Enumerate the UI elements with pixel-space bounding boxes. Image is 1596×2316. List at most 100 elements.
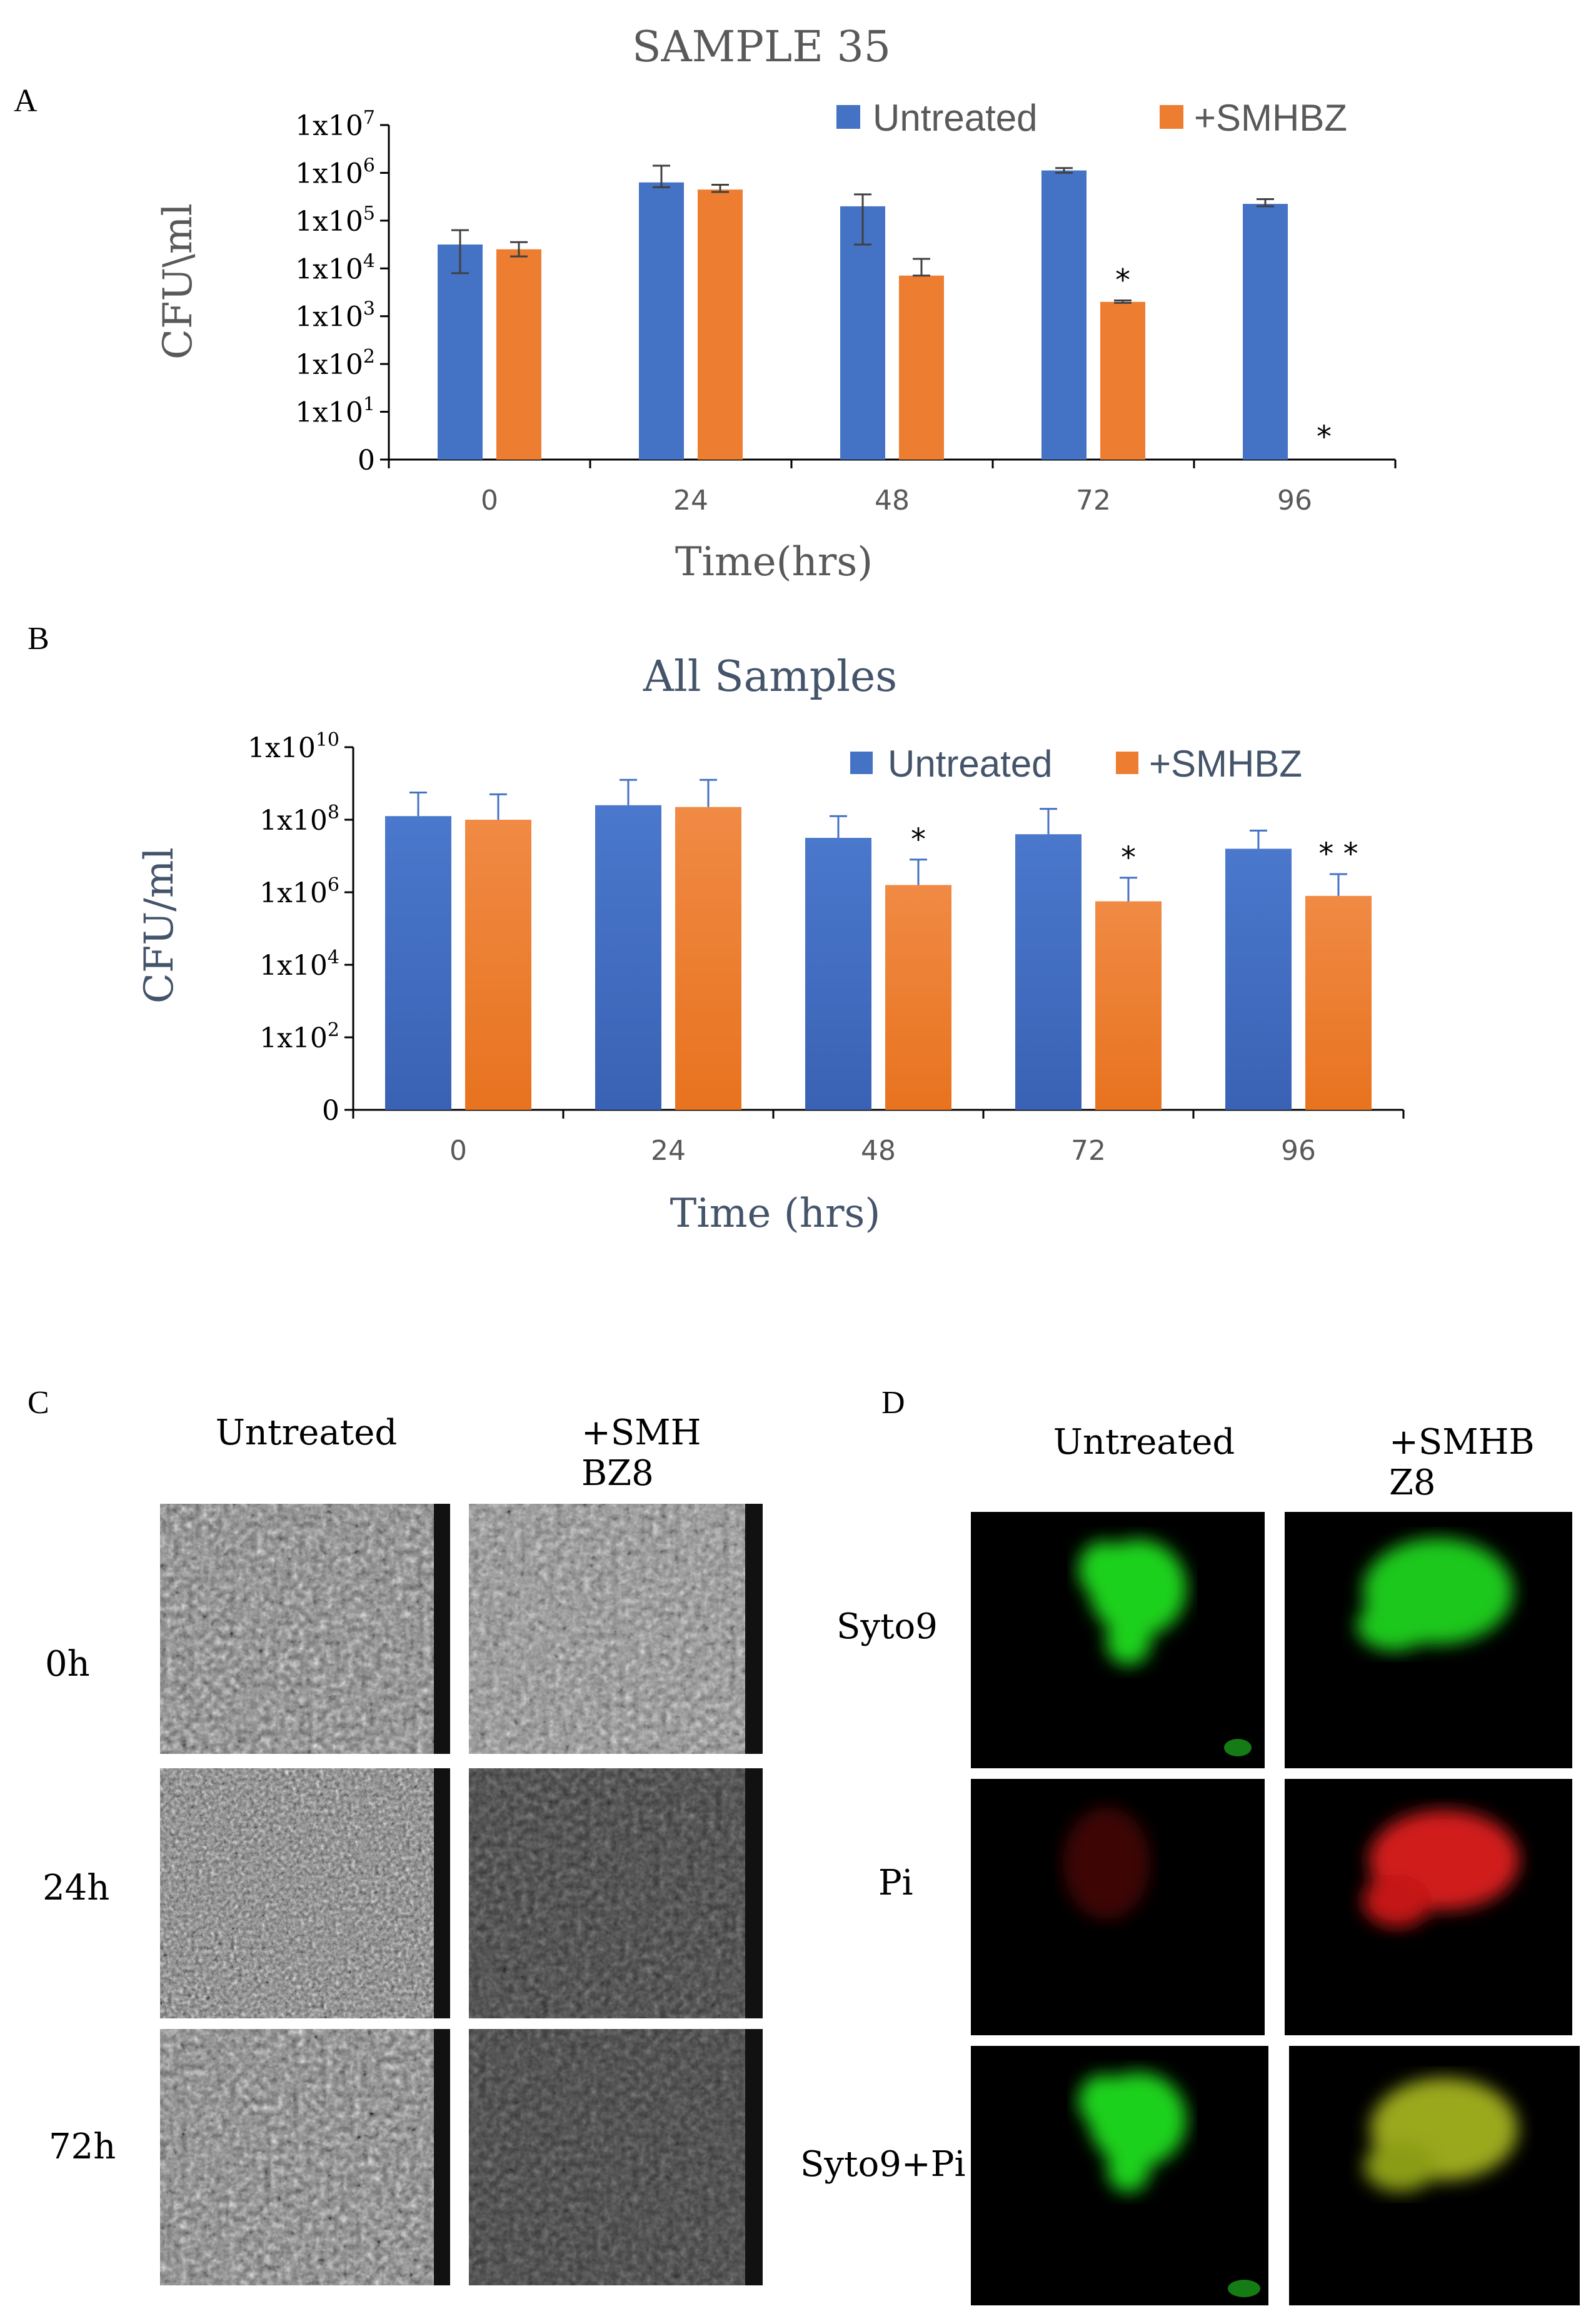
legend-label-smhbz: +SMHBZ <box>1194 97 1347 139</box>
legend-label-untreated: Untreated <box>873 97 1038 139</box>
fluor-image-untreated-merge <box>971 2046 1268 2305</box>
y-tick-label: 1x102 <box>259 1019 339 1054</box>
sem-image-untreated-24h <box>160 1768 450 2018</box>
bar-smhbz <box>1305 895 1372 1110</box>
y-tick-label: 1x107 <box>295 107 375 142</box>
bar-untreated <box>639 182 684 460</box>
sem-image-treated-24h <box>469 1768 763 2018</box>
significance-mark: * * <box>1318 837 1358 872</box>
x-tick-label: 24 <box>651 1135 686 1167</box>
chart-a: SAMPLE 35 Untreated +SMHBZ CFU\ml Time(h… <box>155 23 1397 585</box>
bar-untreated <box>1041 170 1087 460</box>
panel-c-row-0h: 0h <box>45 1644 90 1684</box>
significance-mark: * <box>1121 840 1136 875</box>
bar-untreated <box>595 805 661 1110</box>
y-tick-label: 1x104 <box>295 250 375 285</box>
y-tick-exponent: 2 <box>328 1019 339 1041</box>
y-tick-exponent: 5 <box>363 203 375 224</box>
sem-image-untreated-0h <box>160 1504 450 1754</box>
significance-mark: * <box>1317 420 1332 455</box>
bar-smhbz <box>698 189 743 460</box>
panel-c-col-smhbz-line1: +SMH <box>581 1412 701 1453</box>
y-tick-exponent: 2 <box>363 346 375 368</box>
panel-d-fluorescence-grid: Untreated +SMHB Z8 Syto9 Pi Syto9+Pi <box>800 1422 1580 2305</box>
chart-b-xlabel: Time (hrs) <box>670 1191 881 1237</box>
x-tick-label: 0 <box>481 485 498 516</box>
panel-c-row-24h: 24h <box>43 1868 109 1908</box>
panel-c-col-smhbz-line2: BZ8 <box>581 1453 654 1494</box>
legend-swatch-untreated-b <box>850 752 873 774</box>
significance-mark: * <box>911 822 926 857</box>
chart-a-xlabel: Time(hrs) <box>675 539 873 585</box>
x-tick-label: 24 <box>673 485 708 516</box>
significance-mark: * <box>1115 263 1130 298</box>
chart-b-title: All Samples <box>643 652 897 702</box>
x-tick-label: 72 <box>1071 1135 1106 1167</box>
bar-untreated <box>438 244 483 460</box>
fluor-image-untreated-pi <box>971 1779 1265 2035</box>
bar-untreated <box>840 206 885 460</box>
bar-smhbz <box>675 807 741 1110</box>
chart-b: All Samples Untreated +SMHBZ CFU/ml Time… <box>136 652 1405 1237</box>
sem-image-treated-72h <box>469 2029 763 2285</box>
fluor-image-treated-syto9 <box>1285 1512 1572 1768</box>
y-tick-exponent: 6 <box>363 154 375 176</box>
bar-untreated <box>1015 834 1082 1110</box>
panel-label-b: B <box>28 621 49 657</box>
y-tick-exponent: 4 <box>328 947 339 969</box>
legend-swatch-smhbz <box>1160 105 1183 129</box>
y-tick-exponent: 10 <box>316 729 339 751</box>
panel-c-row-72h: 72h <box>49 2127 116 2167</box>
panel-d-row-syto9-pi: Syto9+Pi <box>800 2144 965 2185</box>
fluor-image-treated-merge <box>1289 2046 1580 2305</box>
panel-label-c: C <box>28 1385 49 1421</box>
y-tick-exponent: 1 <box>363 394 375 416</box>
y-tick-exponent: 7 <box>363 107 375 129</box>
panel-c-col-untreated: Untreated <box>216 1412 398 1453</box>
bar-smhbz <box>1095 901 1162 1110</box>
y-tick-exponent: 4 <box>363 250 375 272</box>
bar-smhbz <box>1100 301 1145 460</box>
y-tick-label: 1x105 <box>295 203 375 238</box>
panel-d-col-untreated: Untreated <box>1053 1422 1235 1463</box>
legend-label-untreated-b: Untreated <box>888 743 1053 785</box>
panel-label-a: A <box>14 83 38 119</box>
y-tick-label: 1x108 <box>259 802 339 837</box>
sem-image-treated-0h <box>469 1504 763 1754</box>
chart-a-ylabel: CFU\ml <box>155 203 201 360</box>
bar-untreated <box>1243 204 1288 460</box>
x-tick-label: 72 <box>1076 485 1111 516</box>
y-tick-label: 0 <box>322 1095 339 1127</box>
legend-label-smhbz-b: +SMHBZ <box>1149 743 1302 785</box>
y-tick-label: 1x102 <box>295 346 375 381</box>
fluor-image-untreated-syto9 <box>971 1512 1265 1768</box>
y-tick-label: 1x104 <box>259 947 339 982</box>
chart-b-ylabel: CFU/ml <box>136 847 183 1004</box>
panel-d-col-smhbz-line2: Z8 <box>1389 1463 1436 1503</box>
x-tick-label: 96 <box>1277 485 1312 516</box>
legend-swatch-untreated <box>836 105 860 129</box>
y-tick-label: 1x103 <box>295 298 375 333</box>
bar-smhbz <box>496 249 541 460</box>
x-tick-label: 48 <box>875 485 910 516</box>
fluor-image-treated-pi <box>1285 1779 1572 2035</box>
panel-c-sem-grid: Untreated +SMH BZ8 0h 24h 72h <box>43 1412 763 2285</box>
x-tick-label: 0 <box>449 1135 467 1167</box>
panel-d-row-syto9: Syto9 <box>836 1606 938 1647</box>
x-tick-label: 48 <box>861 1135 896 1167</box>
legend-swatch-smhbz-b <box>1116 752 1138 774</box>
y-tick-exponent: 3 <box>363 298 375 320</box>
sem-image-untreated-72h <box>160 2029 450 2285</box>
bar-untreated <box>385 816 451 1110</box>
y-tick-label: 1x101 <box>295 394 375 429</box>
bar-untreated <box>805 838 871 1110</box>
y-tick-label: 0 <box>358 445 375 476</box>
panel-d-row-pi: Pi <box>878 1863 913 1903</box>
y-tick-label: 1x106 <box>295 154 375 189</box>
y-tick-exponent: 8 <box>328 802 339 823</box>
y-tick-label: 1x1010 <box>248 729 339 764</box>
bar-smhbz <box>899 275 944 460</box>
x-tick-label: 96 <box>1281 1135 1316 1167</box>
bar-smhbz <box>465 820 531 1110</box>
